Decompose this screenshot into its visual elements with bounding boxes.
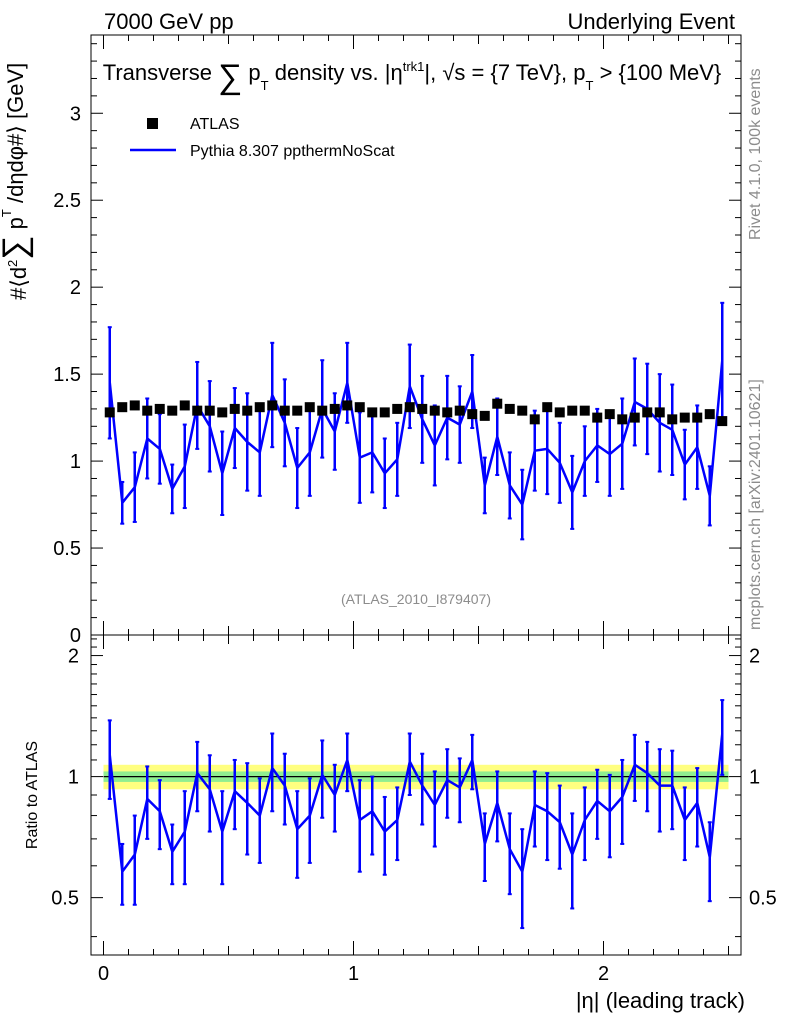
mc-line: [108, 360, 724, 506]
atlas-data-point: [679, 412, 690, 423]
atlas-data-point: [654, 407, 665, 418]
atlas-data-point: [454, 405, 465, 416]
x-tick-label: 1: [348, 963, 359, 985]
atlas-data-point: [517, 405, 528, 416]
main-y-axis-label: #⟨d2∑ pT /dηdφ#⟩ [GeV]: [0, 63, 34, 300]
header-right: Underlying Event: [567, 9, 735, 34]
atlas-data-point: [317, 405, 328, 416]
atlas-data-point: [467, 409, 478, 420]
ratio-y-tick-label-right: 0.5: [749, 888, 777, 910]
main-y-tick-label: 3: [70, 103, 81, 125]
main-y-tick-label: 0.5: [53, 538, 81, 560]
ratio-y-tick-label-right: 2: [749, 646, 760, 668]
header-left: 7000 GeV pp: [104, 9, 234, 34]
atlas-data-point: [479, 410, 490, 421]
legend-mc-label: Pythia 8.307 ppthermNoScat: [190, 143, 395, 160]
main-panel-frame: [90, 34, 742, 636]
atlas-data-point: [592, 412, 603, 423]
atlas-data-point: [229, 403, 240, 414]
atlas-data-point: [304, 402, 315, 413]
atlas-data-point: [404, 402, 415, 413]
ratio-axis-ticks: 0.5 0.5 1 1 2 2 0 1 2: [51, 635, 777, 985]
legend-atlas-label: ATLAS: [190, 116, 240, 133]
atlas-data-point: [142, 405, 153, 416]
atlas-data-point: [617, 414, 628, 425]
atlas-data-point: [217, 407, 228, 418]
atlas-data-point: [192, 405, 203, 416]
legend-atlas-marker: [147, 118, 158, 129]
atlas-data-point: [642, 407, 653, 418]
atlas-data-point: [392, 403, 403, 414]
atlas-data-point: [329, 403, 340, 414]
x-axis-label: |η| (leading track): [576, 988, 745, 1013]
main-y-tick-label: 1: [70, 451, 81, 473]
main-y-tick-label: 1.5: [53, 364, 81, 386]
atlas-data-point: [579, 405, 590, 416]
chart-title: Transverse ∑ pT density vs. |ηtrk1|, √s …: [103, 58, 722, 96]
atlas-data-point: [667, 414, 678, 425]
svg-text:#⟨d2∑ pT /dηdφ#⟩ [GeV]: #⟨d2∑ pT /dηdφ#⟩ [GeV]: [0, 63, 34, 300]
main-y-tick-label: 2.5: [53, 190, 81, 212]
atlas-data-point: [104, 407, 115, 418]
ratio-y-tick-label-left: 2: [68, 646, 79, 668]
atlas-data-point: [529, 414, 540, 425]
atlas-data-point: [542, 402, 553, 413]
atlas-data-point: [204, 405, 215, 416]
atlas-data-point: [342, 400, 353, 411]
ratio-panel-frame: [90, 634, 742, 956]
atlas-data-point: [429, 405, 440, 416]
atlas-data-point: [179, 400, 190, 411]
atlas-data-point: [704, 409, 715, 420]
ratio-y-tick-label-left: 1: [68, 767, 79, 789]
atlas-data-point: [604, 409, 615, 420]
atlas-data-point: [442, 407, 453, 418]
atlas-data-point: [117, 402, 128, 413]
ratio-series: [107, 699, 725, 930]
main-axis-ticks: 0 0.5 1 1.5 2 2.5 3: [53, 35, 741, 647]
ratio-y-tick-label-left: 0.5: [51, 888, 79, 910]
atlas-data-point: [492, 398, 503, 409]
atlas-data-point: [367, 407, 378, 418]
atlas-data-point: [692, 412, 703, 423]
atlas-data-point: [504, 403, 515, 414]
analysis-reference: (ATLAS_2010_I879407): [341, 591, 491, 607]
atlas-data-point: [292, 405, 303, 416]
atlas-data-point: [129, 400, 140, 411]
atlas-data-point: [154, 403, 165, 414]
x-tick-label: 2: [598, 963, 609, 985]
atlas-data-point: [167, 405, 178, 416]
main-y-tick-label: 2: [70, 277, 81, 299]
ratio-y-axis-label: Ratio to ATLAS: [24, 741, 41, 849]
atlas-data-point: [717, 416, 728, 427]
ratio-line: [108, 733, 724, 873]
mcplots-label: mcplots.cern.ch [arXiv:2401.10621]: [747, 379, 764, 630]
mc-series: [107, 301, 725, 541]
main-y-tick-label: 0: [70, 625, 81, 647]
data-series: [104, 398, 728, 427]
atlas-data-point: [242, 405, 253, 416]
atlas-data-point: [279, 405, 290, 416]
atlas-data-point: [254, 402, 265, 413]
atlas-data-point: [267, 400, 278, 411]
legend: ATLAS Pythia 8.307 ppthermNoScat: [130, 116, 395, 160]
atlas-data-point: [379, 407, 390, 418]
rivet-version-label: Rivet 4.1.0, 100k events: [747, 68, 764, 240]
atlas-data-point: [567, 405, 578, 416]
atlas-data-point: [417, 403, 428, 414]
ratio-y-tick-label-right: 1: [749, 767, 760, 789]
atlas-data-point: [554, 407, 565, 418]
atlas-data-point: [354, 402, 365, 413]
atlas-data-point: [629, 412, 640, 423]
x-tick-label: 0: [98, 963, 109, 985]
